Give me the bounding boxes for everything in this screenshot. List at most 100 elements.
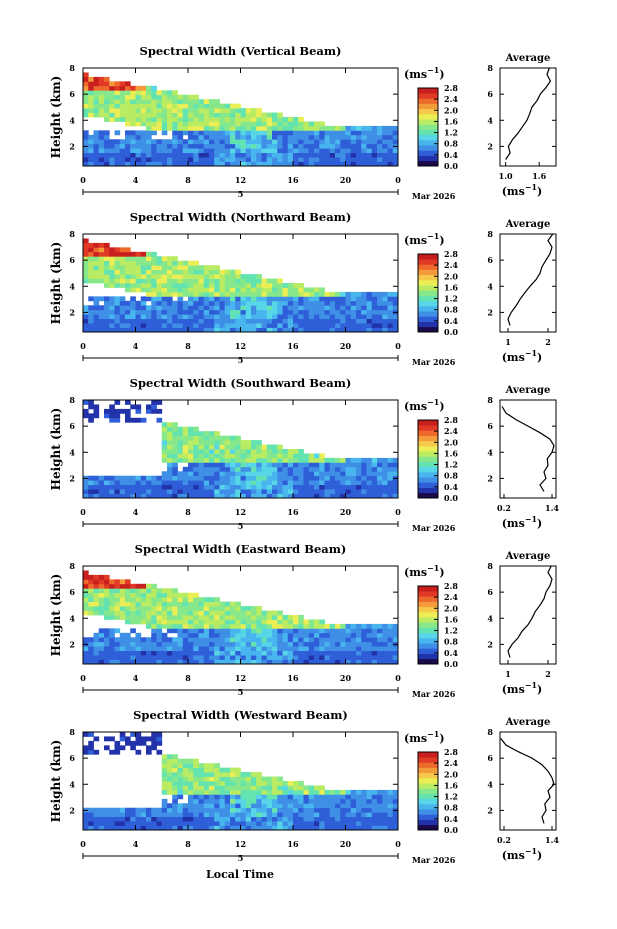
heatmap-cell <box>329 134 336 140</box>
heatmap-cell <box>182 619 189 625</box>
y-tick-label: 8 <box>69 561 75 571</box>
heatmap-cell <box>193 471 199 477</box>
heatmap-cell <box>314 484 320 490</box>
heatmap-cell <box>151 157 157 162</box>
heatmap-cell <box>146 117 152 122</box>
heatmap-cell <box>340 318 346 324</box>
heatmap-cell <box>272 314 278 320</box>
heatmap-cell <box>214 484 220 490</box>
heatmap-cell <box>303 291 310 297</box>
heatmap-cell <box>119 103 126 109</box>
heatmap-cell <box>198 798 205 804</box>
heatmap-cell <box>235 650 241 656</box>
heatmap-cell <box>198 318 205 324</box>
heatmap-cell <box>209 825 215 831</box>
heatmap-cell <box>387 300 394 306</box>
heatmap-cell <box>282 789 289 795</box>
heatmap-cell <box>146 108 152 113</box>
heatmap-cell <box>140 99 147 105</box>
heatmap-cell <box>172 148 178 154</box>
heatmap-cell <box>230 130 236 136</box>
heatmap-cell <box>156 736 163 742</box>
heatmap-cell <box>88 242 94 248</box>
heatmap-cell <box>119 637 126 643</box>
colorbar-swatch <box>418 285 438 291</box>
heatmap-cell <box>161 646 168 652</box>
heatmap-cell <box>230 112 236 118</box>
heatmap-cell <box>98 327 105 333</box>
heatmap-cell <box>93 807 100 813</box>
colorbar-swatch <box>418 653 438 660</box>
heatmap-cell <box>235 615 241 620</box>
heatmap-cell <box>109 90 115 96</box>
heatmap-cell <box>167 143 173 149</box>
heatmap-cell <box>177 457 184 463</box>
heatmap-cell <box>93 148 100 154</box>
heatmap-cell <box>224 314 231 320</box>
heatmap-cell <box>293 449 299 454</box>
heatmap-cell <box>335 623 341 629</box>
heatmap-cell <box>230 453 236 459</box>
heatmap-cell <box>303 816 310 822</box>
heatmap-cell <box>261 125 268 131</box>
heatmap-cell <box>261 812 268 818</box>
colorbar-swatch <box>418 757 438 763</box>
profile-line <box>507 565 553 658</box>
heatmap-cell <box>88 318 94 324</box>
heatmap-cell <box>209 444 215 450</box>
heatmap-cell <box>172 426 178 432</box>
heatmap-cell <box>361 659 367 665</box>
heatmap-cell <box>109 807 115 813</box>
heatmap-cell <box>151 130 157 136</box>
heatmap-cell <box>146 260 152 266</box>
heatmap-cell <box>282 327 289 333</box>
heatmap-cell <box>88 296 94 302</box>
heatmap-cell <box>104 256 110 262</box>
heatmap-cell <box>387 152 394 158</box>
heatmap-cell <box>188 650 194 656</box>
heatmap-cell <box>287 803 294 809</box>
heatmap-cell <box>377 798 383 804</box>
heatmap-cell <box>167 785 173 791</box>
heatmap-cell <box>161 457 168 463</box>
heatmap-cell <box>277 816 283 822</box>
heatmap-cell <box>135 99 142 105</box>
heatmap-cell <box>104 615 110 620</box>
heatmap-cell <box>282 619 289 625</box>
heatmap-cell <box>361 148 367 154</box>
heatmap-cell <box>282 650 289 656</box>
heatmap-cell <box>125 592 131 598</box>
heatmap-cell <box>88 659 94 665</box>
heatmap-cell <box>151 489 157 494</box>
heatmap-cell <box>93 103 100 109</box>
heatmap-cell <box>361 300 367 306</box>
heatmap-cell <box>361 623 367 629</box>
heatmap-cell <box>182 274 189 279</box>
heatmap-cell <box>272 466 278 472</box>
heatmap-cell <box>282 646 289 652</box>
chart-title: Spectral Width (Northward Beam) <box>130 210 352 224</box>
heatmap-cell <box>261 471 268 477</box>
heatmap-cell <box>266 134 273 140</box>
heatmap-cell <box>272 785 278 791</box>
heatmap-cell <box>266 449 273 454</box>
heatmap-cell <box>167 309 173 315</box>
heatmap-cell <box>298 816 304 822</box>
heatmap-cell <box>83 327 89 333</box>
heatmap-cell <box>135 732 142 737</box>
heatmap-cell <box>161 157 168 162</box>
heatmap-cell <box>314 493 320 499</box>
heatmap-cell <box>188 475 194 481</box>
heatmap-cell <box>167 265 173 271</box>
heatmap-cell <box>329 489 336 494</box>
heatmap-cell <box>392 305 399 311</box>
heatmap-cell <box>214 431 220 437</box>
heatmap-cell <box>140 90 147 96</box>
heatmap-cell <box>303 462 310 468</box>
heatmap-cell <box>350 471 357 477</box>
heatmap-cell <box>224 117 231 122</box>
heatmap-cell <box>130 161 136 167</box>
heatmap-cell <box>382 628 388 634</box>
heatmap-cell <box>266 641 273 647</box>
heatmap-cell <box>272 453 278 459</box>
